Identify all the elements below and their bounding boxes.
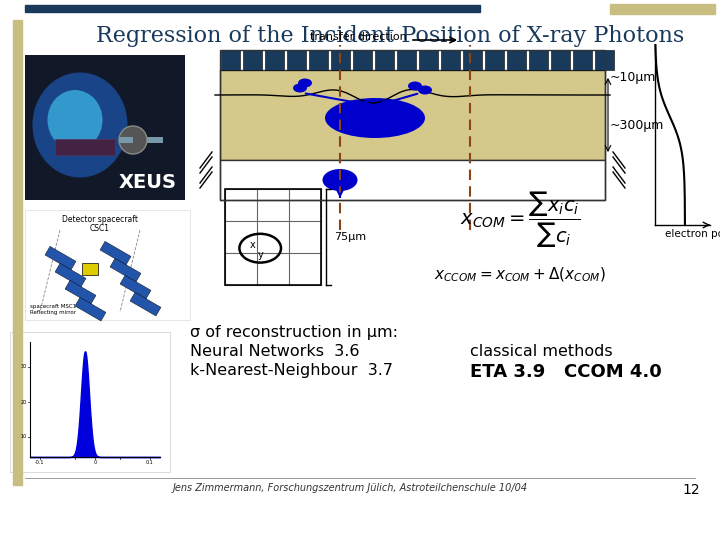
Bar: [551, 50, 570, 70]
Bar: [485, 50, 504, 70]
Text: spacecraft MSC1: spacecraft MSC1: [30, 304, 76, 309]
Bar: [55, 139, 115, 155]
Bar: [419, 50, 438, 70]
Ellipse shape: [48, 90, 102, 150]
Bar: [397, 50, 416, 70]
Bar: [120, 275, 151, 299]
Text: $x_{COM} = \dfrac{\sum x_i c_i}{\sum c_i}$: $x_{COM} = \dfrac{\sum x_i c_i}{\sum c_i…: [460, 190, 580, 250]
Bar: [10, 332, 170, 472]
Text: ETA 3.9   CCOM 4.0: ETA 3.9 CCOM 4.0: [470, 363, 662, 381]
Text: $x_{CCOM} = x_{COM} + \Delta(x_{COM})$: $x_{CCOM} = x_{COM} + \Delta(x_{COM})$: [434, 266, 606, 284]
Text: 20: 20: [21, 400, 27, 404]
Bar: [573, 50, 592, 70]
Ellipse shape: [325, 98, 425, 138]
Text: 12: 12: [683, 483, 700, 497]
Bar: [119, 137, 133, 143]
Text: 0: 0: [94, 460, 96, 465]
Text: XEUS: XEUS: [119, 173, 177, 192]
Text: ~10μm: ~10μm: [610, 71, 657, 84]
Ellipse shape: [323, 169, 358, 191]
Bar: [287, 50, 306, 70]
Bar: [25, 210, 190, 320]
Text: 0.1: 0.1: [146, 460, 154, 465]
Ellipse shape: [32, 72, 127, 178]
Bar: [65, 280, 96, 304]
Ellipse shape: [418, 85, 432, 94]
Bar: [309, 50, 328, 70]
Bar: [529, 50, 548, 70]
Text: transfer direction: transfer direction: [310, 32, 407, 42]
Text: CSC1: CSC1: [90, 224, 110, 233]
Text: Jens Zimmermann, Forschungszentrum Jülich, Astroteilchenschule 10/04: Jens Zimmermann, Forschungszentrum Jülic…: [172, 483, 528, 493]
Bar: [220, 160, 605, 200]
Bar: [82, 263, 98, 275]
Bar: [100, 241, 131, 265]
Text: Neural Networks  3.6: Neural Networks 3.6: [190, 344, 359, 359]
Text: ~300μm: ~300μm: [610, 118, 665, 132]
Bar: [130, 292, 161, 316]
Ellipse shape: [293, 84, 307, 92]
Bar: [147, 137, 163, 143]
Bar: [507, 50, 526, 70]
Text: Detector spacecraft: Detector spacecraft: [62, 215, 138, 224]
Text: k-Nearest-Neighbour  3.7: k-Nearest-Neighbour 3.7: [190, 363, 393, 378]
Bar: [463, 50, 482, 70]
Text: y: y: [257, 249, 263, 260]
Ellipse shape: [298, 78, 312, 87]
Text: 30: 30: [21, 364, 27, 369]
Bar: [595, 50, 614, 70]
Bar: [265, 50, 284, 70]
Text: σ of reconstruction in μm:: σ of reconstruction in μm:: [190, 325, 398, 340]
Text: electron potential: electron potential: [665, 229, 720, 239]
Bar: [25, 55, 185, 200]
Bar: [221, 50, 240, 70]
Bar: [13, 20, 22, 485]
Bar: [243, 50, 262, 70]
Bar: [220, 50, 605, 200]
Bar: [353, 50, 372, 70]
Ellipse shape: [119, 126, 147, 154]
Text: 10: 10: [21, 435, 27, 440]
Bar: [45, 246, 76, 270]
Text: classical methods: classical methods: [470, 344, 613, 359]
Bar: [375, 50, 394, 70]
Bar: [610, 4, 715, 14]
Bar: [220, 70, 605, 160]
Text: -0.1: -0.1: [35, 460, 45, 465]
Text: Regression of the Incident Position of X-ray Photons: Regression of the Incident Position of X…: [96, 25, 684, 47]
Bar: [75, 298, 106, 321]
Ellipse shape: [408, 82, 422, 91]
Text: Reflecting mirror: Reflecting mirror: [30, 310, 76, 315]
Bar: [331, 50, 350, 70]
Bar: [225, 189, 321, 285]
Bar: [441, 50, 460, 70]
Bar: [110, 258, 141, 282]
Bar: [25, 5, 480, 12]
Text: x: x: [249, 240, 255, 250]
Text: 75μm: 75μm: [334, 232, 366, 242]
Bar: [55, 264, 86, 287]
